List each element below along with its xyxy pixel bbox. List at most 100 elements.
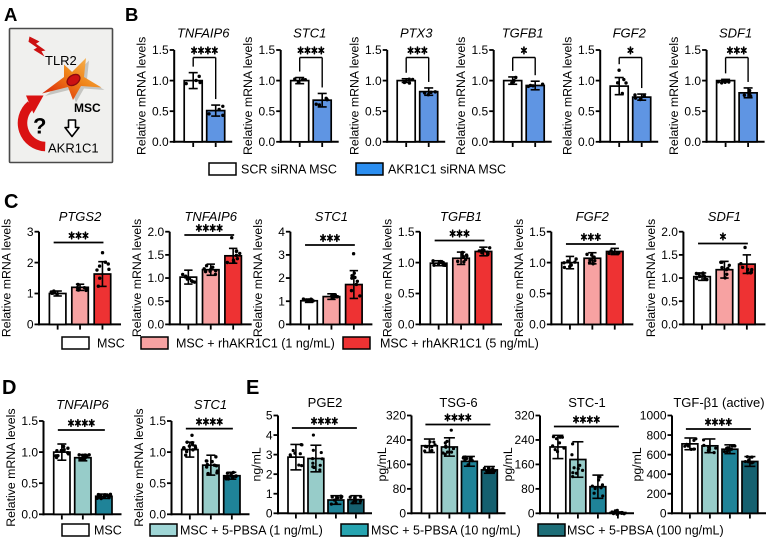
svg-text:1.0: 1.0 xyxy=(398,256,415,270)
svg-text:1.5: 1.5 xyxy=(684,43,701,57)
svg-text:0.5: 0.5 xyxy=(259,104,276,118)
svg-text:0: 0 xyxy=(27,318,34,332)
svg-text:0.0: 0.0 xyxy=(529,318,546,332)
svg-text:160: 160 xyxy=(386,458,406,472)
svg-text:2: 2 xyxy=(27,256,34,270)
svg-text:0.0: 0.0 xyxy=(578,135,595,149)
svg-text:MSC: MSC xyxy=(97,337,125,351)
svg-text:Relative mRNA levels: Relative mRNA levels xyxy=(667,37,681,155)
svg-text:0.0: 0.0 xyxy=(149,508,166,522)
svg-text:400: 400 xyxy=(646,467,666,481)
svg-text:MSC + 5-PBSA (10 ng/mL): MSC + 5-PBSA (10 ng/mL) xyxy=(371,524,521,538)
svg-text:TGFB1: TGFB1 xyxy=(502,26,544,41)
svg-text:0: 0 xyxy=(278,318,285,332)
svg-text:FGF2: FGF2 xyxy=(613,26,647,41)
svg-text:MSC: MSC xyxy=(74,101,101,115)
svg-text:Relative mRNA levels: Relative mRNA levels xyxy=(644,219,658,337)
svg-text:B: B xyxy=(125,4,138,25)
svg-text:0.0: 0.0 xyxy=(21,508,38,522)
svg-text:Relative mRNA levels: Relative mRNA levels xyxy=(135,37,149,155)
svg-text:Relative mRNA levels: Relative mRNA levels xyxy=(454,37,468,155)
svg-text:1.5: 1.5 xyxy=(365,43,382,57)
svg-text:TGF-β1 (active): TGF-β1 (active) xyxy=(673,395,764,410)
svg-text:?: ? xyxy=(33,114,46,139)
svg-text:3: 3 xyxy=(27,225,34,239)
svg-text:1.0: 1.0 xyxy=(259,74,276,88)
svg-text:0.0: 0.0 xyxy=(472,135,489,149)
svg-text:1.5: 1.5 xyxy=(149,414,166,428)
svg-text:E: E xyxy=(246,377,259,399)
svg-text:1.5: 1.5 xyxy=(578,43,595,57)
svg-text:0.0: 0.0 xyxy=(152,135,169,149)
svg-text:1: 1 xyxy=(278,294,285,308)
svg-text:1.5: 1.5 xyxy=(472,43,489,57)
svg-text:0: 0 xyxy=(528,507,535,521)
svg-text:1.0: 1.0 xyxy=(365,74,382,88)
svg-text:C: C xyxy=(4,191,18,213)
svg-text:0: 0 xyxy=(266,507,273,521)
svg-text:0.5: 0.5 xyxy=(152,104,169,118)
svg-text:320: 320 xyxy=(514,409,534,423)
svg-text:800: 800 xyxy=(646,428,666,442)
svg-text:0.5: 0.5 xyxy=(472,104,489,118)
svg-text:TNFAIP6: TNFAIP6 xyxy=(184,209,237,224)
svg-text:0.5: 0.5 xyxy=(661,294,678,308)
svg-text:A: A xyxy=(4,4,17,25)
svg-text:0: 0 xyxy=(660,507,667,521)
svg-text:80: 80 xyxy=(393,482,407,496)
svg-text:D: D xyxy=(2,377,16,399)
svg-text:ng/mL: ng/mL xyxy=(250,447,264,481)
svg-text:STC1: STC1 xyxy=(194,397,227,412)
svg-text:240: 240 xyxy=(514,433,534,447)
svg-text:160: 160 xyxy=(514,458,534,472)
svg-text:TNFAIP6: TNFAIP6 xyxy=(56,397,109,412)
svg-text:pg/mL: pg/mL xyxy=(375,447,389,481)
svg-text:pg/mL: pg/mL xyxy=(630,447,644,481)
svg-text:0.0: 0.0 xyxy=(684,135,701,149)
svg-text:1: 1 xyxy=(27,287,34,301)
svg-text:1.5: 1.5 xyxy=(148,248,165,262)
svg-text:0: 0 xyxy=(399,507,406,521)
svg-text:1.0: 1.0 xyxy=(148,271,165,285)
svg-text:PGE2: PGE2 xyxy=(308,395,343,410)
svg-text:TGFB1: TGFB1 xyxy=(440,209,482,224)
svg-text:2.0: 2.0 xyxy=(148,225,165,239)
svg-text:1.0: 1.0 xyxy=(529,256,546,270)
svg-text:Relative mRNA levels: Relative mRNA levels xyxy=(0,219,14,337)
svg-text:1.5: 1.5 xyxy=(152,43,169,57)
svg-text:0.5: 0.5 xyxy=(684,104,701,118)
svg-text:1.0: 1.0 xyxy=(149,445,166,459)
svg-text:1.5: 1.5 xyxy=(21,414,38,428)
svg-text:0.5: 0.5 xyxy=(398,287,415,301)
svg-text:Relative mRNA levels: Relative mRNA levels xyxy=(381,219,395,337)
svg-text:FGF2: FGF2 xyxy=(576,209,610,224)
svg-text:MSC + 5-PBSA (1 ng/mL): MSC + 5-PBSA (1 ng/mL) xyxy=(180,524,323,538)
svg-text:1.0: 1.0 xyxy=(472,74,489,88)
svg-text:Relative mRNA levels: Relative mRNA levels xyxy=(130,219,144,337)
svg-text:AKR1C1 siRNA MSC: AKR1C1 siRNA MSC xyxy=(388,163,506,177)
svg-text:Relative mRNA levels: Relative mRNA levels xyxy=(241,37,255,155)
svg-text:1.0: 1.0 xyxy=(152,74,169,88)
svg-text:0.5: 0.5 xyxy=(529,287,546,301)
svg-text:STC-1: STC-1 xyxy=(568,395,606,410)
svg-text:4: 4 xyxy=(266,428,273,442)
svg-text:0.0: 0.0 xyxy=(398,318,415,332)
svg-text:1.5: 1.5 xyxy=(259,43,276,57)
svg-text:0.5: 0.5 xyxy=(365,104,382,118)
svg-text:200: 200 xyxy=(646,487,666,501)
svg-text:1.0: 1.0 xyxy=(21,445,38,459)
svg-text:2: 2 xyxy=(278,271,285,285)
svg-text:Relative mRNA levels: Relative mRNA levels xyxy=(348,37,362,155)
svg-text:1.5: 1.5 xyxy=(661,248,678,262)
svg-text:1.5: 1.5 xyxy=(529,225,546,239)
svg-text:0.0: 0.0 xyxy=(661,318,678,332)
svg-text:1.5: 1.5 xyxy=(398,225,415,239)
svg-text:1.0: 1.0 xyxy=(578,74,595,88)
svg-text:0.0: 0.0 xyxy=(259,135,276,149)
svg-text:320: 320 xyxy=(386,409,406,423)
svg-text:Relative mRNA levels: Relative mRNA levels xyxy=(561,37,575,155)
svg-text:3: 3 xyxy=(278,248,285,262)
svg-text:2: 2 xyxy=(266,467,273,481)
svg-text:MSC + 5-PBSA (100 ng/mL): MSC + 5-PBSA (100 ng/mL) xyxy=(567,524,724,538)
svg-text:0.5: 0.5 xyxy=(148,294,165,308)
